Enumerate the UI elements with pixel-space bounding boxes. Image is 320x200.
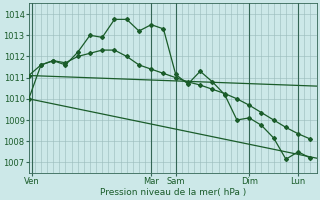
- X-axis label: Pression niveau de la mer( hPa ): Pression niveau de la mer( hPa ): [100, 188, 246, 197]
